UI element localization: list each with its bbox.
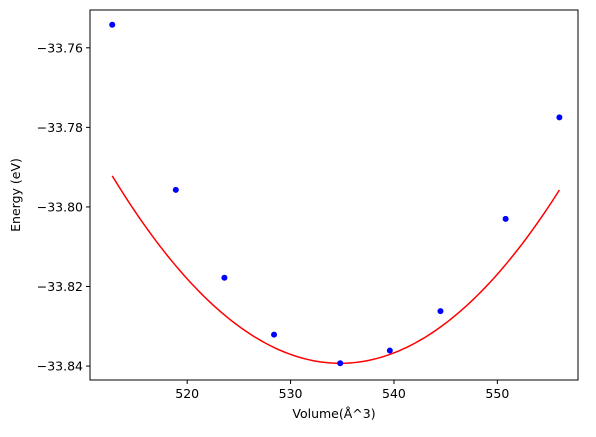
data-point — [437, 308, 444, 315]
x-axis-label: Volume(Å^3) — [292, 406, 375, 421]
data-point — [502, 215, 509, 222]
x-axis-ticks: 520 530 540 550 — [175, 380, 509, 401]
plot-frame — [89, 9, 579, 381]
data-point — [386, 347, 393, 354]
y-axis-ticks: −33.84 −33.82 −33.80 −33.78 −33.76 — [37, 40, 90, 374]
y-tick-label: −33.84 — [37, 359, 83, 374]
data-point — [109, 21, 116, 28]
data-point — [221, 274, 228, 281]
x-tick-label: 540 — [382, 386, 406, 401]
data-point — [172, 186, 179, 193]
x-tick-label: 520 — [175, 386, 199, 401]
y-tick-label: −33.80 — [37, 199, 83, 214]
data-point — [556, 114, 563, 121]
x-tick-label: 530 — [279, 386, 303, 401]
data-point — [337, 360, 344, 367]
fit-curve-line — [111, 175, 561, 365]
y-tick-label: −33.78 — [37, 120, 83, 135]
plot-background — [90, 10, 578, 380]
y-tick-label: −33.76 — [37, 40, 83, 55]
data-points-layer — [109, 21, 563, 367]
x-tick-label: 550 — [485, 386, 509, 401]
data-point — [271, 331, 278, 338]
y-tick-label: −33.82 — [37, 279, 83, 294]
fit-curve-layer — [111, 175, 561, 365]
y-axis-label: Energy (eV) — [8, 158, 23, 232]
